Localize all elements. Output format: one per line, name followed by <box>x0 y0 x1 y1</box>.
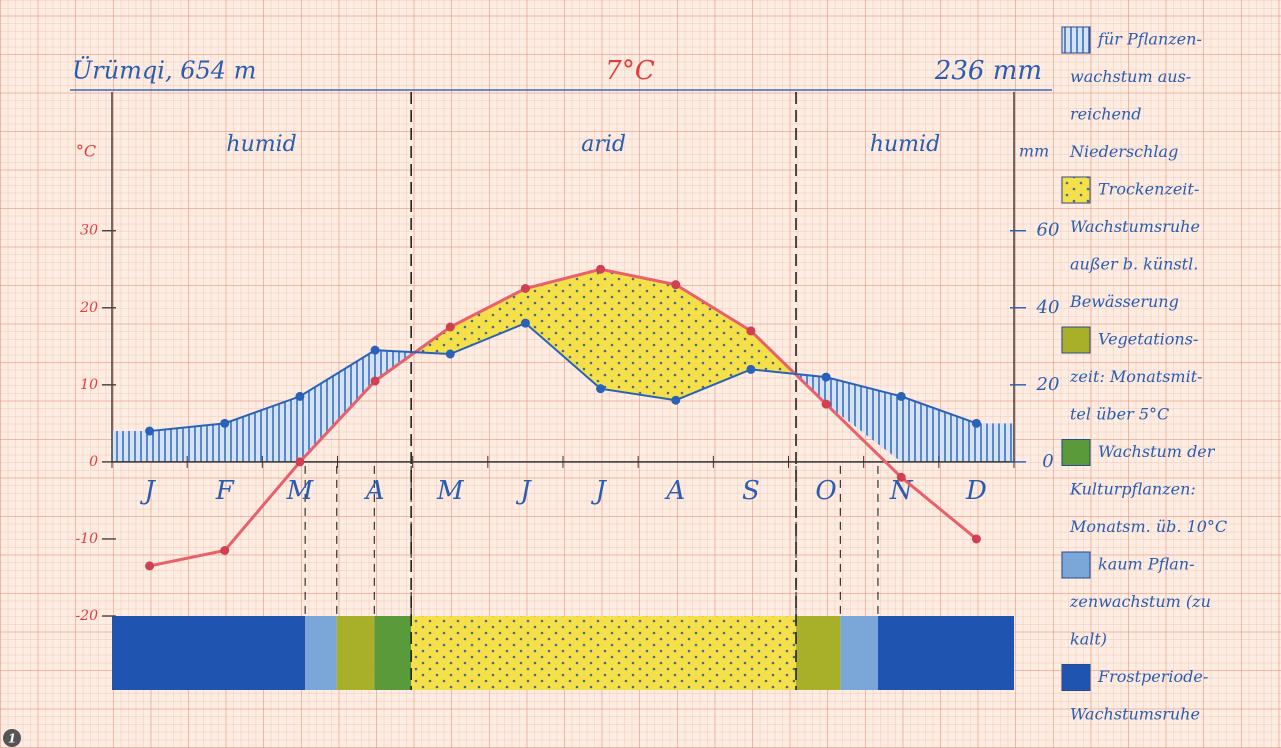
annual-precipitation: 236 mm <box>934 56 1042 86</box>
period-band <box>112 616 305 690</box>
legend-text: Monatsm. üb. 10°C <box>1069 517 1227 536</box>
y2-tick-label: 60 <box>1037 220 1060 241</box>
legend-text: Wachstumsruhe <box>1070 705 1200 724</box>
legend-text: Trockenzeit- <box>1098 180 1199 199</box>
legend-text: zeit: Monatsmit- <box>1069 367 1203 386</box>
period-band <box>840 616 878 690</box>
figure-number: 1 <box>8 732 16 746</box>
data-point <box>596 384 605 393</box>
data-point <box>295 392 304 401</box>
legend-text: Wachstum der <box>1098 442 1216 461</box>
data-point <box>521 284 530 293</box>
data-point <box>671 396 680 405</box>
period-band <box>374 616 411 690</box>
x-tick-label: S <box>742 476 760 506</box>
legend-swatch <box>1062 552 1090 578</box>
region-label: humid <box>870 132 940 157</box>
data-point <box>596 265 605 274</box>
y-tick-label: -20 <box>75 608 98 624</box>
period-band <box>411 616 796 690</box>
data-point <box>446 350 455 359</box>
y2-tick-label: 0 <box>1042 451 1053 472</box>
data-point <box>822 400 831 409</box>
x-tick-label: J <box>515 476 532 506</box>
period-band <box>796 616 840 690</box>
data-point <box>972 419 981 428</box>
x-tick-label: A <box>364 476 385 506</box>
station: Ürümqi, 654 m <box>72 56 256 85</box>
legend-text: zenwachstum (zu <box>1069 592 1211 611</box>
data-point <box>746 326 755 335</box>
data-point <box>897 392 906 401</box>
x-tick-label: J <box>139 476 156 506</box>
data-point <box>220 546 229 555</box>
legend-swatch <box>1062 440 1090 466</box>
x-tick-label: A <box>664 476 685 506</box>
page: Ürümqi, 654 m 7°C 236 mm °C mm 1 humid ar… <box>0 0 1281 748</box>
data-point <box>371 376 380 385</box>
y2-tick-label: 40 <box>1036 297 1060 318</box>
data-point <box>671 280 680 289</box>
x-tick-label: O <box>815 476 836 506</box>
legend-text: wachstum aus- <box>1070 67 1191 86</box>
legend-text: tel über 5°C <box>1070 405 1169 424</box>
data-point <box>822 373 831 382</box>
data-point <box>521 319 530 328</box>
legend-text: Frostperiode- <box>1097 667 1208 686</box>
x-tick-label: M <box>286 476 315 506</box>
legend-swatch <box>1062 327 1090 353</box>
y-axis-label: °C <box>76 142 96 161</box>
x-tick-label: M <box>436 476 465 506</box>
y-tick-label: -10 <box>75 531 98 547</box>
legend-text: Kulturpflanzen: <box>1069 480 1196 499</box>
chart: Ürümqi, 654 m 7°C 236 mm °C mm 1 humid ar… <box>0 0 1281 748</box>
data-point <box>897 473 906 482</box>
data-point <box>295 457 304 466</box>
x-tick-label: F <box>215 476 235 506</box>
legend-text: Vegetations- <box>1098 330 1198 349</box>
data-point <box>446 323 455 332</box>
legend-text: für Pflanzen- <box>1097 30 1202 49</box>
region-label: arid <box>581 132 626 157</box>
legend-text: Niederschlag <box>1069 142 1178 161</box>
legend-swatch <box>1062 665 1090 691</box>
period-band <box>878 616 1014 690</box>
y-tick-label: 30 <box>80 223 98 239</box>
y-tick-label: 20 <box>79 300 98 316</box>
y-tick-label: 0 <box>89 454 98 470</box>
x-tick-label: J <box>590 476 607 506</box>
y2-tick-label: 20 <box>1036 374 1060 395</box>
data-point <box>220 419 229 428</box>
data-point <box>972 534 981 543</box>
legend-text: Wachstumsruhe <box>1070 217 1200 236</box>
data-point <box>746 365 755 374</box>
x-tick-label: D <box>965 476 987 506</box>
period-band <box>305 616 337 690</box>
legend-text: außer b. künstl. <box>1070 255 1198 274</box>
period-band <box>337 616 375 690</box>
mean-temperature: 7°C <box>605 56 655 86</box>
data-point <box>145 427 154 436</box>
region-label: humid <box>226 132 296 157</box>
legend-swatch <box>1062 177 1090 203</box>
y2-axis-label: mm <box>1019 142 1049 161</box>
data-point <box>145 561 154 570</box>
legend-text: kalt) <box>1070 630 1107 649</box>
data-point <box>371 346 380 355</box>
y-tick-label: 10 <box>80 377 98 393</box>
legend-text: Bewässerung <box>1069 292 1179 311</box>
legend-text: kaum Pflan- <box>1098 555 1194 574</box>
legend-swatch <box>1062 27 1090 53</box>
legend-text: reichend <box>1070 105 1142 124</box>
